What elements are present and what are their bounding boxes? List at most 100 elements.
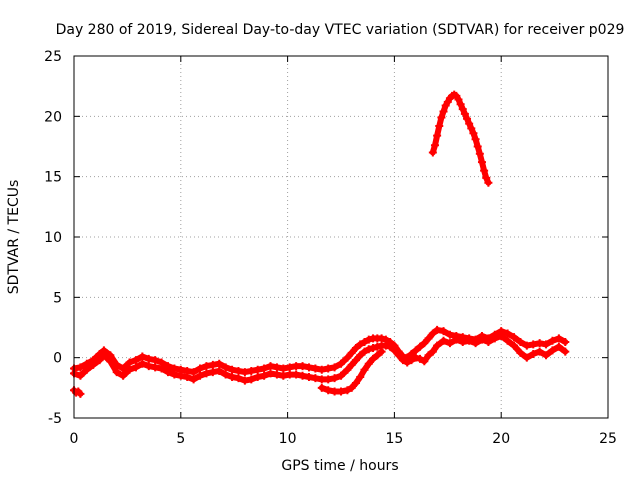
data-point: [343, 353, 352, 362]
data-point: [369, 354, 378, 363]
data-point: [398, 352, 407, 361]
data-point: [433, 341, 442, 350]
series-main-band-upper: [70, 325, 570, 377]
data-point: [351, 379, 360, 388]
data-point: [458, 105, 467, 114]
series-dip-branch: [317, 347, 386, 396]
data-point: [554, 342, 563, 351]
x-tick-label: 10: [279, 431, 297, 447]
data-point: [253, 365, 262, 374]
y-tick-label: 25: [44, 49, 62, 65]
data-point: [477, 331, 486, 340]
data-point: [138, 352, 147, 361]
data-point: [503, 336, 512, 345]
data-series: [70, 90, 570, 398]
data-point: [542, 351, 551, 360]
data-point: [510, 333, 519, 342]
data-point: [215, 359, 224, 368]
data-point: [266, 369, 275, 378]
data-point: [554, 334, 563, 343]
data-point: [228, 365, 237, 374]
data-point: [208, 368, 217, 377]
data-point: [304, 372, 313, 381]
x-tick-label: 20: [492, 431, 510, 447]
data-point: [482, 173, 491, 182]
chart-title: Day 280 of 2019, Sidereal Day-to-day VTE…: [56, 22, 625, 38]
data-point: [208, 360, 217, 369]
data-point: [170, 364, 179, 373]
data-point: [381, 335, 390, 344]
data-point: [475, 149, 484, 158]
series-arc: [428, 90, 493, 187]
data-point: [369, 344, 378, 353]
data-point: [144, 354, 153, 363]
data-point: [458, 333, 467, 342]
data-point: [364, 345, 373, 354]
data-point: [125, 365, 134, 374]
data-point: [202, 369, 211, 378]
data-point: [460, 109, 469, 118]
data-point: [247, 366, 256, 375]
data-point: [364, 335, 373, 344]
x-tick-label: 0: [70, 431, 79, 447]
data-point: [76, 389, 85, 398]
data-point: [330, 374, 339, 383]
data-point: [377, 347, 386, 356]
data-point: [260, 371, 269, 380]
data-point: [364, 359, 373, 368]
data-point: [317, 365, 326, 374]
data-point: [373, 351, 382, 360]
data-point: [351, 356, 360, 365]
data-point: [452, 331, 461, 340]
data-point: [535, 347, 544, 356]
data-point: [292, 370, 301, 379]
data-point: [89, 356, 98, 365]
data-point: [484, 334, 493, 343]
data-point: [510, 341, 519, 350]
data-point: [82, 359, 91, 368]
data-point: [119, 371, 128, 380]
data-point: [360, 365, 369, 374]
y-axis-label: SDTVAR / TECUs: [6, 180, 22, 295]
data-point: [240, 368, 249, 377]
y-tick-label: 15: [44, 170, 62, 186]
data-point: [298, 371, 307, 380]
data-point: [403, 353, 412, 362]
data-point: [189, 375, 198, 384]
data-point: [561, 347, 570, 356]
data-point: [330, 363, 339, 372]
data-point: [411, 346, 420, 355]
data-point: [428, 347, 437, 356]
data-point: [463, 114, 472, 123]
data-point: [157, 358, 166, 367]
data-point: [430, 141, 439, 150]
data-point: [420, 339, 429, 348]
data-point: [433, 131, 442, 140]
data-point: [337, 371, 345, 380]
data-point: [138, 359, 147, 368]
data-point: [490, 330, 499, 339]
data-point: [228, 372, 237, 381]
data-point: [266, 362, 275, 371]
series-start-outlier: [70, 386, 85, 398]
data-point: [529, 340, 538, 349]
data-point: [304, 363, 313, 372]
data-point: [480, 166, 489, 175]
data-point: [112, 368, 121, 377]
data-point: [253, 372, 262, 381]
data-point: [522, 353, 531, 362]
y-tick-label: -5: [48, 411, 62, 427]
data-point: [465, 334, 474, 343]
data-point: [407, 350, 416, 359]
data-point: [424, 334, 433, 343]
data-point: [285, 363, 294, 372]
data-point: [351, 344, 360, 353]
data-point: [240, 376, 249, 385]
data-point: [347, 383, 356, 392]
y-tick-label: 5: [53, 290, 62, 306]
data-point: [317, 383, 326, 392]
x-tick-label: 25: [599, 431, 617, 447]
data-point: [347, 360, 356, 369]
data-point: [473, 142, 482, 151]
data-point: [131, 356, 140, 365]
